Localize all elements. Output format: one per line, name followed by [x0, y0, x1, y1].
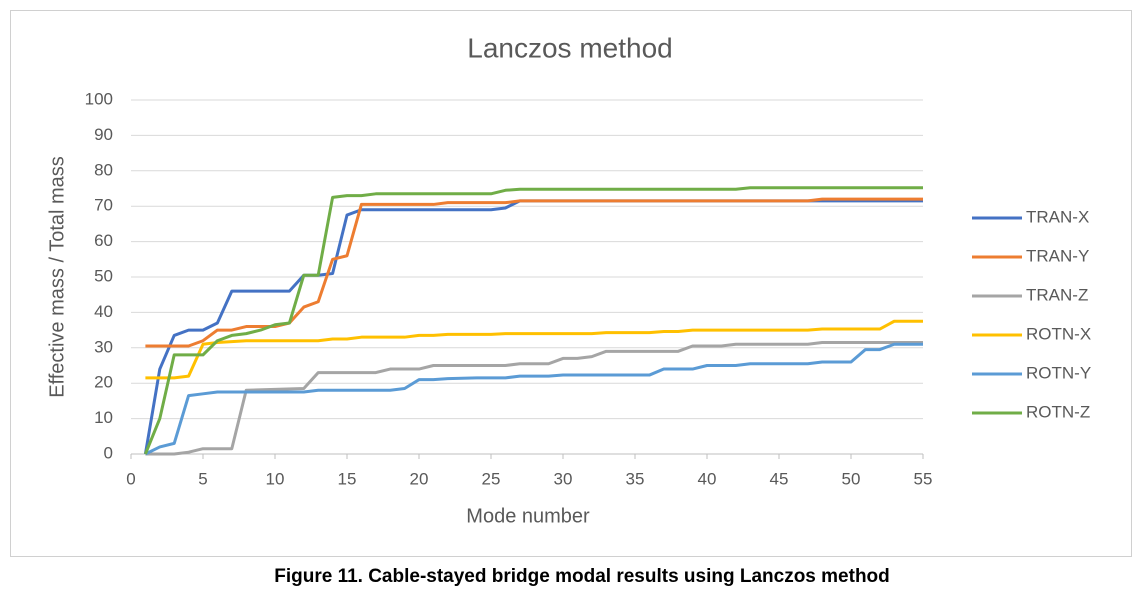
y-tick-label: 60 — [94, 231, 113, 250]
legend-label: ROTN-Z — [1026, 402, 1090, 421]
x-tick-label: 40 — [698, 469, 717, 488]
caption: Figure 11. Cable-stayed bridge modal res… — [274, 566, 890, 587]
series-line — [145, 197, 923, 348]
x-tick-label: 10 — [266, 469, 285, 488]
series-line — [145, 319, 923, 380]
x-tick-label: 45 — [770, 469, 789, 488]
legend-label: TRAN-X — [1026, 207, 1089, 226]
y-tick-label: 100 — [85, 89, 113, 108]
y-tick-label: 70 — [94, 196, 113, 215]
x-tick-label: 5 — [198, 469, 207, 488]
series-line — [144, 342, 923, 456]
y-tick-label: 80 — [94, 160, 113, 179]
x-tick-label: 15 — [338, 469, 357, 488]
x-tick-label: 35 — [626, 469, 645, 488]
x-tick-label: 55 — [914, 469, 933, 488]
series-line — [143, 199, 923, 455]
legend-label: ROTN-X — [1026, 324, 1091, 343]
chart-title: Lanczos method — [467, 32, 672, 63]
y-tick-label: 0 — [104, 443, 113, 462]
legend-label: ROTN-Y — [1026, 363, 1091, 382]
legend-label: TRAN-Y — [1026, 246, 1089, 265]
x-tick-label: 0 — [126, 469, 135, 488]
y-tick-label: 50 — [94, 266, 113, 285]
series-line — [145, 340, 923, 456]
y-tick-label: 20 — [94, 373, 113, 392]
x-tick-label: 20 — [410, 469, 429, 488]
y-tick-label: 40 — [94, 302, 113, 321]
y-tick-label: 30 — [94, 337, 113, 356]
x-tick-label: 30 — [554, 469, 573, 488]
x-tick-label: 25 — [482, 469, 501, 488]
x-tick-label: 50 — [842, 469, 861, 488]
legend-label: TRAN-Z — [1026, 285, 1088, 304]
x-axis-label: Mode number — [466, 505, 590, 527]
y-tick-label: 10 — [94, 408, 113, 427]
series-line — [144, 186, 923, 455]
y-tick-label: 90 — [94, 125, 113, 144]
y-axis-label: Effective mass / Total mass — [46, 156, 68, 398]
chart-border — [10, 10, 1132, 557]
